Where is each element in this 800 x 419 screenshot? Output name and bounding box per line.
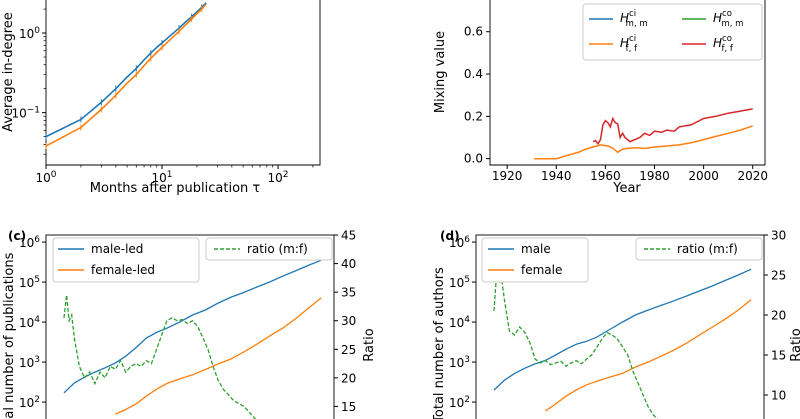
panel-b-legend-box: [582, 3, 763, 61]
panel-b-xtick-label: 2000: [688, 169, 719, 183]
panel-c-ytick-label: 103: [19, 355, 40, 370]
panel-c-ytick-label: 104: [19, 315, 40, 330]
panel-d-ytick-label: 102: [449, 395, 470, 410]
panel-d-legend: male female ratio (m:f): [481, 237, 763, 283]
panel-d-ytick-right-label: 25: [771, 269, 786, 283]
panel-d-line-female: [545, 299, 752, 412]
panel-c-ytick-right-label: 30: [341, 314, 356, 328]
panel-b-legend-label: Hco f, f: [713, 34, 734, 54]
panel-d-legend-label: male: [521, 242, 551, 256]
panel-c-line-female-led: [115, 297, 322, 415]
panel-d-ytick-right-label: 15: [771, 349, 786, 363]
panel-d-legend-label: ratio (m:f): [677, 242, 738, 256]
panel-d-frame: [475, 234, 765, 419]
panel-b-xlabel: Year: [612, 181, 641, 196]
panel-b-xtick-label: 1940: [541, 169, 572, 183]
panel-a-frame: [45, 0, 321, 166]
panel-c-ylabel-right: Ratio: [362, 328, 377, 361]
panel-b-frame: [489, 0, 766, 166]
panel-d-legend-box-right: [635, 237, 763, 261]
panel-d-line-male: [493, 268, 752, 391]
panel-c-legend-box-left: [52, 237, 200, 283]
panel-c-line-ratio-m-f-: [63, 294, 257, 419]
panel-c-legend-label: ratio (m:f): [247, 242, 308, 256]
panel-b-xtick-label: 1980: [639, 169, 670, 183]
panel-b-line-co-f-f: [592, 108, 753, 146]
panel-d-marks: [493, 268, 752, 419]
panel-a-ylabel: Average in-degree: [1, 12, 16, 132]
panel-a-xtick-label: 102: [268, 170, 289, 185]
panel-c-legend-box-right: [205, 237, 333, 261]
panel-b-ylabel: Mixing value: [433, 31, 448, 113]
panel-a-xlabel: Months after publication τ: [90, 181, 261, 196]
panel-d-ytick-right-label: 20: [771, 309, 786, 323]
panel-c-legend-label: female-led: [91, 263, 155, 277]
panel-c-ytick-label: 102: [19, 395, 40, 410]
panel-c-ytick-right-label: 15: [341, 400, 356, 414]
panel-c-label: (c): [8, 229, 26, 243]
panel-b: 1920 1940 1960 1980 2000 2020 0.0 0.2 0.4 0.6 Yea…: [433, 0, 768, 196]
panel-d-label: (d): [440, 229, 460, 243]
panel-c-ytick-right-label: 20: [341, 371, 356, 385]
panel-c-marks: [63, 259, 322, 419]
panel-c-legend: male-led female-led ratio (m:f): [52, 237, 333, 283]
panel-b-ytick-label: 0.6: [464, 25, 483, 39]
panel-b-xtick-label: 2020: [737, 169, 768, 183]
panel-a-ytick-label: 100: [19, 26, 40, 41]
panel-b-ytick-label: 0.4: [464, 67, 483, 81]
panel-b-ytick-label: 0.0: [464, 152, 483, 166]
panel-a-marks: [45, 2, 207, 150]
panel-d-ytick-label: 104: [449, 315, 470, 330]
panel-a-line-male: [45, 2, 207, 138]
panel-d-ytick-right-label: 10: [771, 389, 786, 403]
panel-d-line-ratio-m-f-: [493, 273, 659, 419]
panel-c-ytick-label: 105: [19, 275, 40, 290]
panel-d-ylabel-right: Ratio: [789, 328, 800, 361]
panel-d-legend-label: female: [521, 263, 562, 277]
panel-b-xtick-label: 1920: [492, 169, 523, 183]
panel-c-ytick-right-label: 35: [341, 286, 356, 300]
panel-c-ytick-right-label: 45: [341, 229, 356, 243]
panel-b-marks: [534, 108, 753, 160]
panel-c-line-male-led: [63, 259, 322, 394]
panel-a-line-female: [45, 3, 207, 147]
panel-d-ylabel: Total number of authors: [432, 267, 447, 419]
panel-c-ytick-right-label: 25: [341, 343, 356, 357]
panel-c-legend-label: male-led: [91, 242, 143, 256]
panel-c-ylabel: Total number of publications: [2, 252, 17, 419]
panel-c-ytick-right-label: 40: [341, 257, 356, 271]
panel-c-frame: [45, 234, 335, 419]
panel-d-ytick-label: 103: [449, 355, 470, 370]
panel-a-xtick-label: 100: [35, 170, 56, 185]
panel-b-ticks: 1920 1940 1960 1980 2000 2020 0.0 0.2 0.4 0.6: [464, 25, 768, 183]
panel-d-ytick-label: 105: [449, 275, 470, 290]
panel-d-ytick-right-label: 30: [771, 229, 786, 243]
panel-b-xtick-label: 1960: [590, 169, 621, 183]
panel-b-line-ci-f-f: [534, 125, 753, 160]
panel-b-ytick-label: 0.2: [464, 109, 483, 123]
panel-b-legend-label: Hci f, f: [620, 34, 638, 54]
